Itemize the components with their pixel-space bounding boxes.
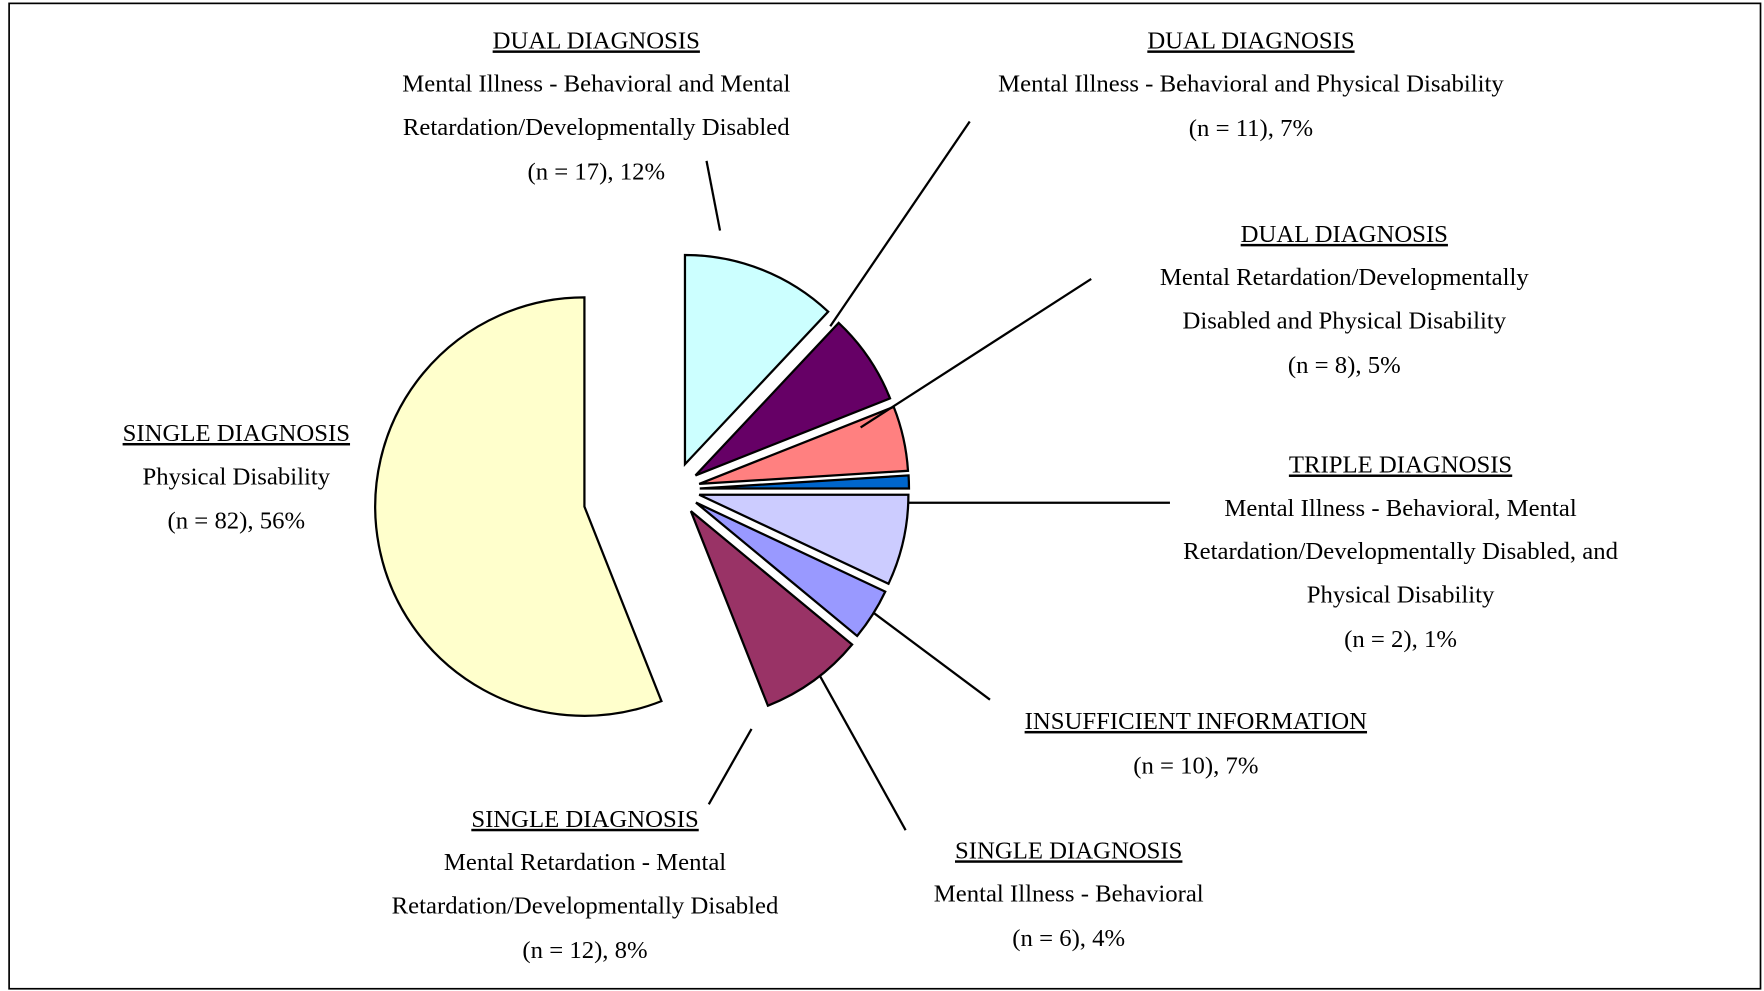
slice-value-label: (n = 11), 7%: [1189, 115, 1313, 142]
pie-slice: [683, 253, 830, 468]
slice-description: Retardation/Developmentally Disabled: [403, 114, 790, 141]
slice-value-label: (n = 82), 56%: [168, 508, 306, 535]
pie-slice: [689, 510, 854, 708]
slice-description: Retardation/Developmentally Disabled, an…: [1183, 538, 1618, 565]
leader-line: [860, 278, 1092, 429]
slice-value-label: (n = 12), 8%: [522, 937, 647, 964]
pie-slice: [698, 493, 910, 586]
slice-description: Mental Illness - Behavioral, Mental: [1224, 495, 1576, 522]
slice-description: Mental Illness - Behavioral: [934, 881, 1204, 908]
slice-value-label: (n = 10), 7%: [1133, 752, 1258, 779]
slice-heading: SINGLE DIAGNOSIS: [955, 837, 1182, 864]
slice-value-label: (n = 6), 4%: [1012, 925, 1125, 952]
slice-heading: SINGLE DIAGNOSIS: [123, 420, 350, 447]
slice-description: Mental Illness - Behavioral and Mental: [402, 71, 790, 98]
slice-value-label: (n = 2), 1%: [1344, 626, 1457, 653]
leader-line: [809, 657, 907, 831]
slice-value-label: (n = 8), 5%: [1288, 352, 1401, 379]
slice-description: Mental Retardation/Developmentally: [1160, 264, 1529, 291]
leader-line: [829, 120, 971, 327]
leader-line: [705, 160, 722, 231]
slice-value-label: (n = 17), 12%: [527, 158, 665, 185]
slice-heading: TRIPLE DIAGNOSIS: [1289, 451, 1512, 478]
slice-heading: DUAL DIAGNOSIS: [493, 27, 700, 54]
leader-line: [707, 728, 753, 805]
slice-description: Retardation/Developmentally Disabled: [392, 892, 779, 919]
pie-slice: [699, 474, 911, 490]
slice-heading: INSUFFICIENT INFORMATION: [1025, 708, 1368, 735]
slice-description: Disabled and Physical Disability: [1183, 308, 1507, 335]
slice-heading: DUAL DIAGNOSIS: [1147, 27, 1354, 54]
pie-slice: [695, 501, 887, 638]
slice-description: Physical Disability: [1307, 581, 1495, 608]
slice-heading: DUAL DIAGNOSIS: [1241, 221, 1448, 248]
pie-slice: [374, 296, 663, 717]
slice-description: Mental Illness - Behavioral and Physical…: [998, 71, 1504, 98]
slice-description: Physical Disability: [143, 463, 331, 490]
pie-slice: [694, 321, 892, 477]
slice-description: Mental Retardation - Mental: [444, 849, 726, 876]
slice-heading: SINGLE DIAGNOSIS: [471, 806, 698, 833]
